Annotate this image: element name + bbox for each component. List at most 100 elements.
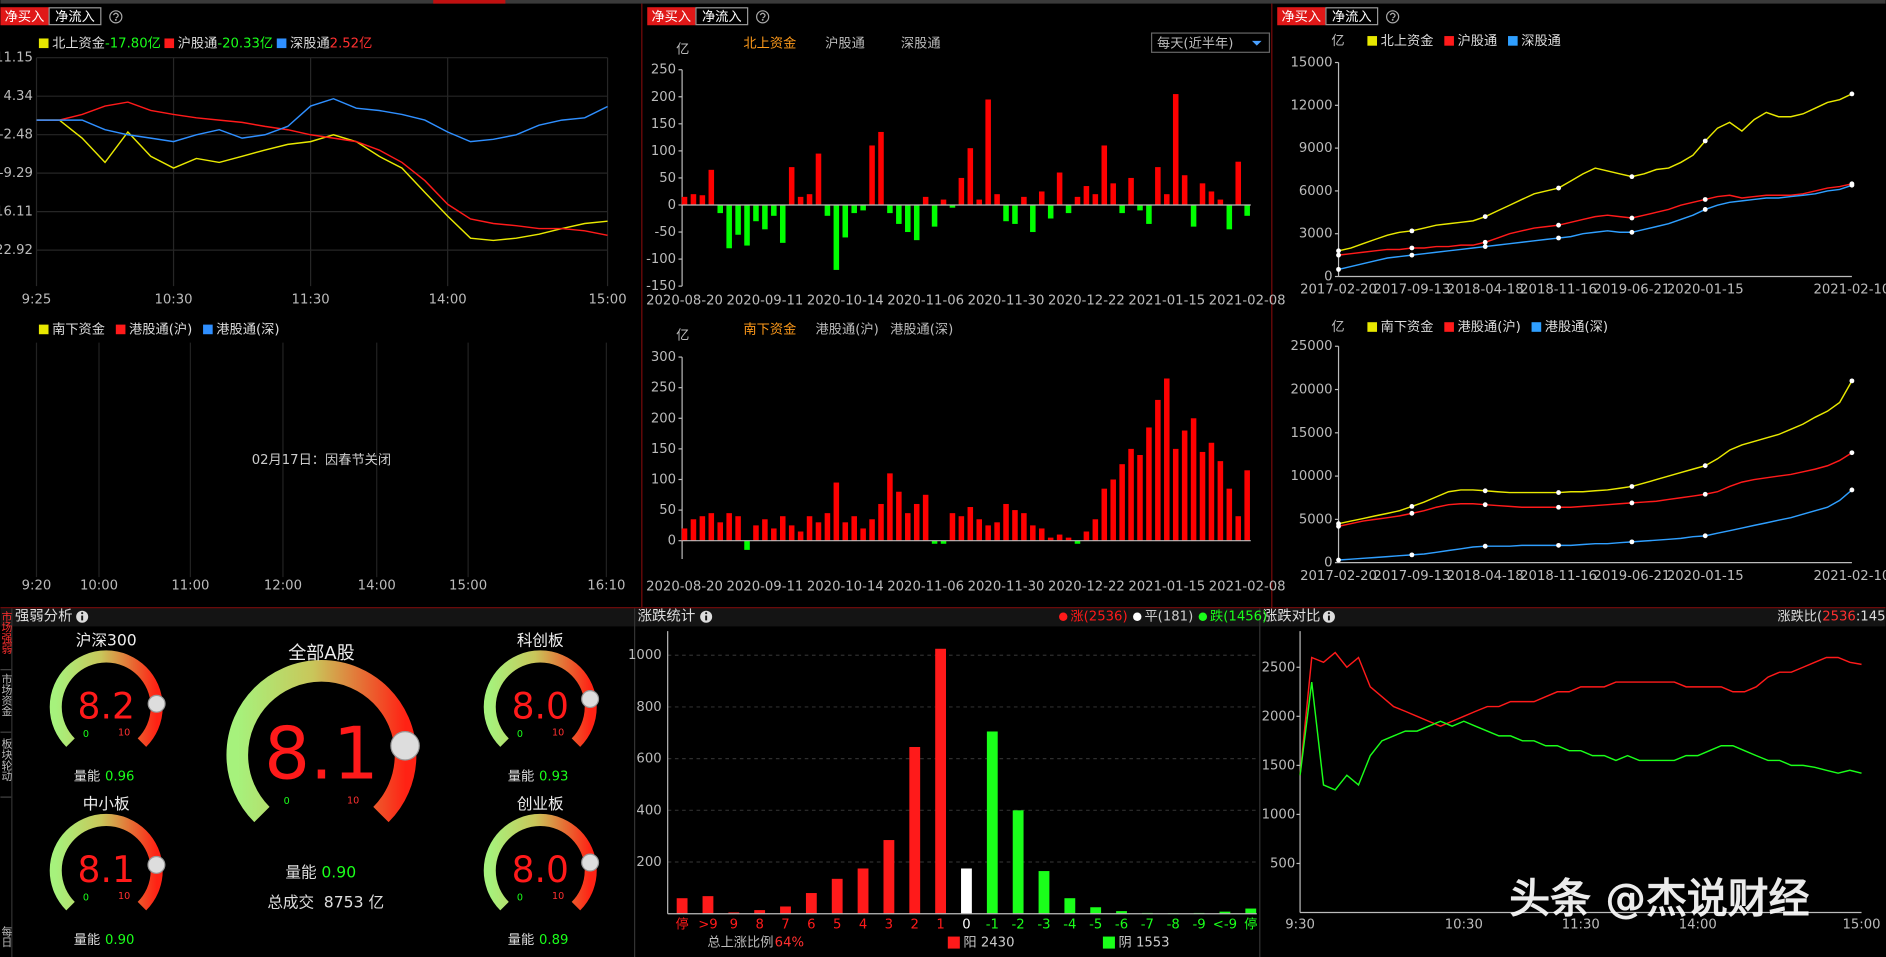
y-tick-label: 600 [636, 752, 661, 767]
point-marker [1849, 182, 1855, 188]
x-tick-label: 2018-04-18 [1447, 283, 1524, 298]
y-tick-label: 200 [651, 411, 676, 426]
x-tick-label: 2017-02-20 [1300, 283, 1377, 298]
legend-dot [1059, 612, 1068, 621]
y-tick-label: 0 [1324, 556, 1332, 571]
gauge-scale: 10 [118, 891, 130, 902]
gauge-scale: 0 [517, 729, 523, 740]
bar [1137, 455, 1143, 541]
legend-label: 涨跌比( [1777, 609, 1822, 625]
bar [815, 522, 822, 541]
bar [1164, 378, 1170, 541]
x-tick-label: 停 [675, 916, 688, 933]
sub-tab[interactable]: 南下资金 [743, 321, 796, 337]
bar [985, 525, 991, 541]
x-tick-label: -2 [1012, 918, 1025, 933]
x-tick-label: 2020-12-22 [1048, 580, 1125, 595]
top-strip-active [433, 0, 506, 4]
legend-label: 港股通(深) [1545, 319, 1608, 335]
tab[interactable] [48, 7, 102, 26]
gauge-scale: 0 [517, 892, 523, 903]
bar [699, 516, 706, 541]
point-marker [1702, 533, 1708, 539]
tab[interactable] [1325, 7, 1379, 26]
y-tick-label: 250 [651, 63, 676, 78]
bar [961, 868, 972, 914]
bar [1047, 204, 1054, 219]
tab-active[interactable] [647, 7, 696, 26]
bar [1181, 175, 1188, 205]
bar [708, 513, 715, 541]
y-tick-label: 12000 [1290, 98, 1332, 113]
x-tick-label: 14:00 [429, 292, 467, 307]
bar [1110, 183, 1116, 205]
y-tick-label: -16.11 [0, 205, 33, 220]
legend-label: 跌(1456) [1210, 609, 1267, 625]
x-tick-label: 2018-11-16 [1520, 283, 1597, 298]
bar [762, 519, 768, 541]
legend-label: :1456) [1856, 610, 1886, 625]
bar [702, 896, 714, 914]
series-line [1338, 93, 1853, 252]
bar [1208, 442, 1215, 541]
gauge-scale: 10 [552, 728, 564, 739]
side-tab[interactable]: 板块轮动 [0, 737, 13, 782]
bar [1056, 172, 1063, 205]
legend-value: 2.52亿 [330, 35, 373, 51]
bar [1065, 204, 1072, 214]
x-tick-label: -3 [1037, 918, 1050, 933]
sub-tab[interactable]: 北上资金 [743, 35, 796, 51]
bar [985, 99, 991, 205]
point-marker [1482, 244, 1488, 249]
sub-tab[interactable]: 沪股通 [825, 35, 865, 51]
legend-swatch [38, 38, 49, 49]
bar [1003, 503, 1009, 541]
legend-swatch [947, 936, 960, 949]
point-marker [1629, 229, 1635, 235]
sub-tab[interactable]: 港股通(深) [890, 321, 953, 337]
gauge-knob [581, 690, 600, 709]
x-tick-label: -1 [986, 918, 999, 933]
bar [788, 167, 795, 205]
y-tick-label: 800 [636, 700, 661, 715]
y-tick-label: 5000 [1299, 512, 1333, 527]
bar [922, 494, 929, 541]
legend-dot [1198, 612, 1208, 621]
side-tab[interactable]: 每日 [0, 924, 13, 947]
x-tick-label: 1 [936, 918, 944, 933]
y-tick-label: 100 [651, 144, 676, 159]
x-tick-label: -7 [1141, 918, 1154, 933]
volume-label: 量能 [508, 769, 534, 785]
x-tick-label: -5 [1089, 918, 1102, 933]
point-marker [1629, 174, 1635, 180]
dropdown[interactable] [1150, 32, 1271, 53]
bar [1181, 430, 1188, 541]
bar [676, 898, 688, 914]
point-marker [1702, 197, 1708, 202]
bar [779, 204, 786, 243]
tab-active[interactable] [1277, 7, 1326, 26]
point-marker [1629, 500, 1635, 506]
sub-tab[interactable]: 港股通(沪) [816, 321, 879, 337]
bar [949, 513, 956, 541]
side-tab[interactable]: 市场资金 [0, 672, 13, 717]
bar [896, 204, 902, 224]
x-tick-label: 10:30 [154, 292, 192, 307]
gauge-name: 全部A股 [288, 643, 354, 664]
point-marker [1702, 207, 1708, 212]
header-bar [0, 608, 1886, 627]
side-tab[interactable]: 市场强弱 [0, 609, 13, 654]
footer-label: 阳 2430 [963, 935, 1014, 951]
bar [754, 910, 766, 914]
bar [842, 522, 849, 541]
gauge-scale: 10 [347, 795, 359, 806]
bar [1038, 528, 1045, 541]
y-tick-label: 400 [636, 803, 661, 818]
help-icon [756, 10, 770, 24]
bar [690, 519, 697, 541]
bar [717, 204, 724, 214]
sub-tab[interactable]: 深股通 [901, 35, 941, 51]
help-icon [1386, 10, 1400, 24]
tab[interactable] [695, 7, 749, 26]
tab-active[interactable] [0, 7, 49, 26]
